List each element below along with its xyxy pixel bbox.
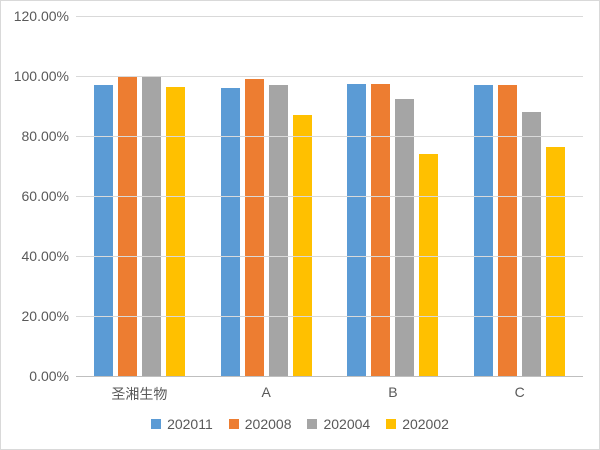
- y-tick-label: 0.00%: [29, 368, 69, 384]
- bar-group: [76, 16, 203, 376]
- legend-item: 202002: [386, 416, 449, 432]
- category-label: 圣湘生物: [111, 386, 168, 402]
- bar-202008: [371, 83, 391, 376]
- bar-202008: [117, 76, 137, 376]
- x-axis: 圣湘生物 A B C: [76, 384, 583, 404]
- gridline: [76, 76, 583, 77]
- bar-202002: [419, 154, 439, 376]
- y-tick-label: 60.00%: [21, 188, 69, 204]
- gridline: [76, 136, 583, 137]
- legend-item: 202004: [307, 416, 370, 432]
- bar-202011: [347, 83, 367, 376]
- legend-label: 202008: [244, 416, 292, 432]
- bar-202011: [474, 85, 494, 376]
- legend: 202011 202008 202004 202002: [1, 416, 599, 432]
- bar-202004: [141, 76, 161, 376]
- bar-202002: [546, 146, 566, 376]
- legend-swatch: [151, 419, 162, 429]
- bar-202008: [498, 85, 518, 376]
- category-label: B: [388, 384, 398, 400]
- bar-202011: [93, 85, 113, 376]
- gridline: [76, 316, 583, 317]
- category-label: A: [261, 384, 271, 400]
- legend-label: 202011: [167, 416, 213, 432]
- bar-202004: [522, 112, 542, 376]
- bar-202004: [268, 85, 288, 376]
- bar-group: [203, 16, 330, 376]
- y-axis: 0.00% 20.00% 40.00% 60.00% 80.00% 100.00% 120.…: [1, 1, 69, 449]
- category-label: C: [514, 384, 525, 400]
- gridline: [76, 196, 583, 197]
- bar-groups: [76, 16, 583, 376]
- legend-label: 202002: [402, 416, 449, 432]
- bar-202002: [292, 115, 312, 376]
- legend-swatch: [228, 419, 239, 429]
- gridline: [76, 16, 583, 17]
- bar-202011: [220, 88, 240, 376]
- y-tick-label: 120.00%: [13, 8, 69, 24]
- x-axis-line: [76, 376, 583, 377]
- y-tick-label: 100.00%: [13, 68, 69, 84]
- y-tick-label: 80.00%: [21, 128, 69, 144]
- bar-202002: [165, 86, 185, 376]
- y-tick-label: 40.00%: [21, 248, 69, 264]
- bar-group: [330, 16, 457, 376]
- bar-group: [456, 16, 583, 376]
- legend-item: 202011: [151, 416, 213, 432]
- gridline: [76, 256, 583, 257]
- legend-swatch: [386, 419, 397, 429]
- bar-202004: [395, 98, 415, 376]
- legend-item: 202008: [228, 416, 292, 432]
- y-tick-label: 20.00%: [21, 308, 69, 324]
- legend-label: 202004: [323, 416, 371, 432]
- legend-swatch: [307, 419, 318, 429]
- bar-202008: [244, 79, 264, 376]
- plot-area: [76, 16, 583, 377]
